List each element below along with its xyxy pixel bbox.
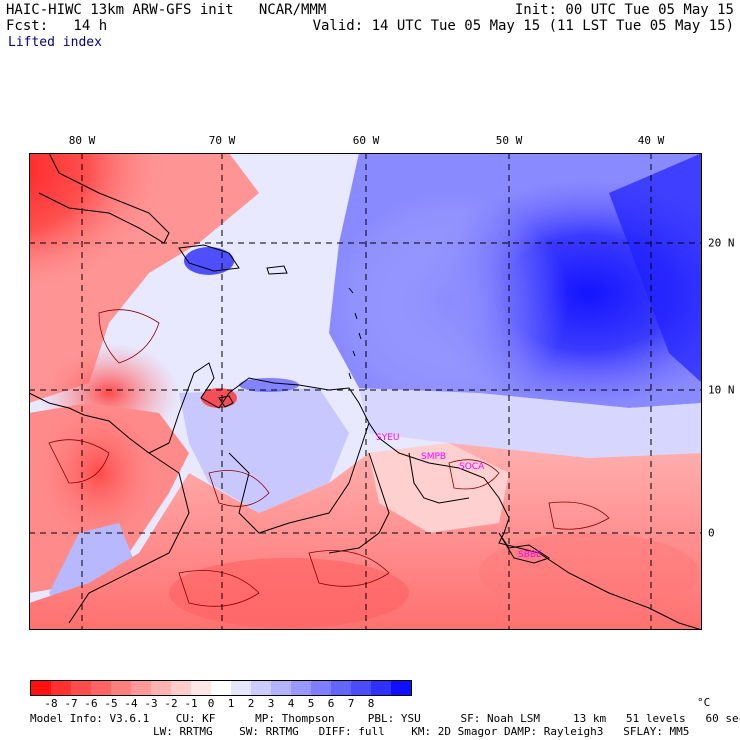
colorbar-swatch	[151, 681, 171, 695]
forecast-hour: Fcst: 14 h	[6, 18, 108, 34]
colorbar-tick-label: -1	[184, 697, 198, 710]
init-time: Init: 00 UTC Tue 05 May 15	[514, 2, 734, 18]
field-name: Lifted index	[8, 35, 102, 50]
lon-label-80w: 80 W	[68, 134, 96, 147]
colorbar-swatch	[31, 681, 51, 695]
colorbar-tick-label: -8	[44, 697, 58, 710]
lon-label-40w: 40 W	[637, 134, 665, 147]
lat-label-10n: 10 N	[708, 383, 735, 397]
colorbar-swatch	[231, 681, 251, 695]
colorbar-swatch	[291, 681, 311, 695]
colorbar-swatch	[251, 681, 271, 695]
colorbar-swatch	[391, 681, 411, 695]
colorbar-swatch	[51, 681, 71, 695]
colorbar	[30, 680, 412, 696]
model-title: HAIC-HIWC 13km ARW-GFS init NCAR/MMM	[6, 2, 327, 18]
colorbar-swatch	[111, 681, 131, 695]
colorbar-swatch	[171, 681, 191, 695]
station-label: SYEU	[376, 433, 399, 443]
lon-label-70w: 70 W	[208, 134, 236, 147]
colorbar-swatch	[271, 681, 291, 695]
colorbar-swatch	[211, 681, 231, 695]
colorbar-tick-label: 6	[327, 697, 335, 710]
colorbar-tick-label: 5	[307, 697, 315, 710]
colorbar-swatch	[131, 681, 151, 695]
lon-label-50w: 50 W	[495, 134, 523, 147]
valid-time: Valid: 14 UTC Tue 05 May 15 (11 LST Tue …	[312, 18, 734, 34]
colorbar-tick-label: -6	[84, 697, 98, 710]
colorbar-tick-label: -5	[104, 697, 118, 710]
colorbar-swatch	[71, 681, 91, 695]
colorbar-tick-label: 7	[347, 697, 355, 710]
colorbar-tick-label: -3	[144, 697, 158, 710]
colorbar-tick-label: 8	[367, 697, 375, 710]
lifted-index-map: SYEU SMPB SOCA SBBE	[29, 153, 702, 630]
colorbar-swatch	[91, 681, 111, 695]
station-label: SMPB	[421, 452, 446, 462]
station-label: SBBE	[518, 550, 542, 560]
colorbar-swatch	[331, 681, 351, 695]
colorbar-tick-label: 1	[227, 697, 235, 710]
lon-label-60w: 60 W	[352, 134, 380, 147]
footer-line2: LW: RRTMG SW: RRTMG DIFF: full KM: 2D Sm…	[153, 725, 690, 738]
colorbar-tick-label: -7	[64, 697, 78, 710]
lat-label-0: 0	[708, 526, 715, 540]
colorbar-swatch	[371, 681, 391, 695]
colorbar-unit: °C	[697, 696, 711, 709]
station-label: SOCA	[459, 462, 485, 472]
colorbar-tick-label: 0	[207, 697, 215, 710]
colorbar-swatch	[191, 681, 211, 695]
colorbar-swatch	[311, 681, 331, 695]
header-right: Init: 00 UTC Tue 05 May 15 Valid: 14 UTC…	[313, 2, 734, 34]
colorbar-tick-label: 4	[287, 697, 295, 710]
colorbar-tick-label: 2	[247, 697, 255, 710]
colorbar-swatch	[351, 681, 371, 695]
footer-line1: Model Info: V3.6.1 CU: KF MP: Thompson P…	[30, 712, 740, 725]
colorbar-tick-label: -4	[124, 697, 138, 710]
header-left: HAIC-HIWC 13km ARW-GFS init NCAR/MMM Fcs…	[6, 2, 326, 34]
colorbar-tick-label: -2	[164, 697, 178, 710]
lat-label-20n: 20 N	[708, 236, 735, 250]
colorbar-tick-label: 3	[267, 697, 275, 710]
